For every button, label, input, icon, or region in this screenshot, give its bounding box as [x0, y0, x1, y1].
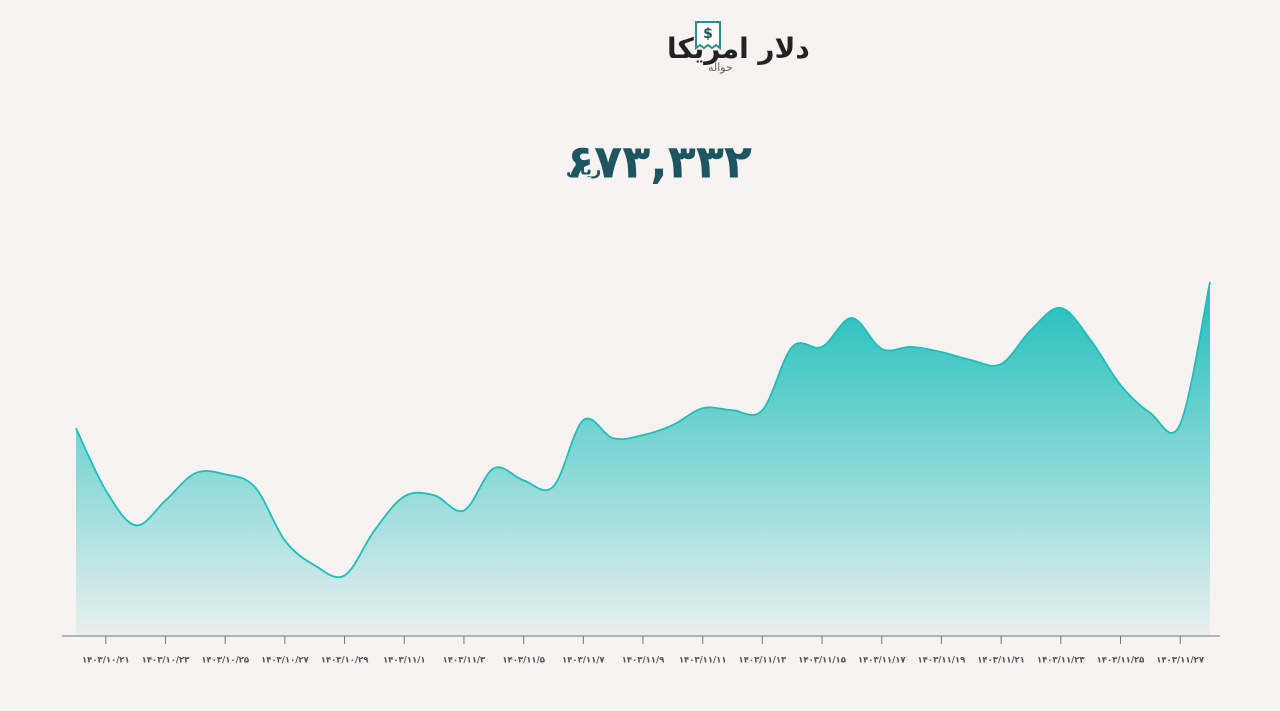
x-tick-label: ۱۴۰۳/۱۱/۱۱ — [679, 656, 727, 666]
x-tick-label: ۱۴۰۳/۱۱/۷ — [562, 656, 605, 666]
title: دلار امریکا — [667, 32, 810, 65]
currency-icon: $ — [695, 21, 721, 50]
current-value: ۶۷۳,۳۳۲ — [566, 135, 752, 189]
x-tick-label: ۱۴۰۳/۱۱/۲۵ — [1097, 656, 1145, 666]
x-tick-label: ۱۴۰۳/۱۰/۲۹ — [321, 656, 370, 666]
x-tick-label: ۱۴۰۳/۱۰/۲۱ — [82, 656, 130, 666]
x-tick-label: ۱۴۰۳/۱۱/۱۹ — [918, 656, 967, 666]
x-tick-label: ۱۴۰۳/۱۱/۲۱ — [977, 656, 1025, 666]
line — [75, 281, 1211, 579]
x-tick-label: ۱۴۰۳/۱۱/۱۵ — [798, 656, 846, 666]
x-tick-label: ۱۴۰۳/۱۰/۲۵ — [201, 656, 249, 666]
unit: ریال — [566, 160, 601, 179]
x-tick-label: ۱۴۰۳/۱۱/۱۷ — [858, 656, 907, 666]
x-tick-label: ۱۴۰۳/۱۱/۱ — [383, 656, 426, 666]
x-tick-label: ۱۴۰۳/۱۱/۲۷ — [1156, 656, 1205, 666]
svg-text:$: $ — [703, 26, 713, 42]
x-tick-label: ۱۴۰۳/۱۰/۲۳ — [142, 656, 191, 666]
x-tick-label: ۱۴۰۳/۱۱/۲۳ — [1037, 656, 1086, 666]
x-tick-label: ۱۴۰۳/۱۱/۵ — [502, 656, 545, 666]
x-tick-label: ۱۴۰۳/۱۰/۲۷ — [261, 656, 310, 666]
x-tick-label: ۱۴۰۳/۱۱/۹ — [622, 656, 665, 666]
x-tick-label: ۱۴۰۳/۱۱/۱۳ — [739, 656, 788, 666]
area — [76, 281, 1210, 636]
x-tick-label: ۱۴۰۳/۱۱/۳ — [443, 656, 486, 666]
subtitle: حواله — [708, 61, 733, 74]
